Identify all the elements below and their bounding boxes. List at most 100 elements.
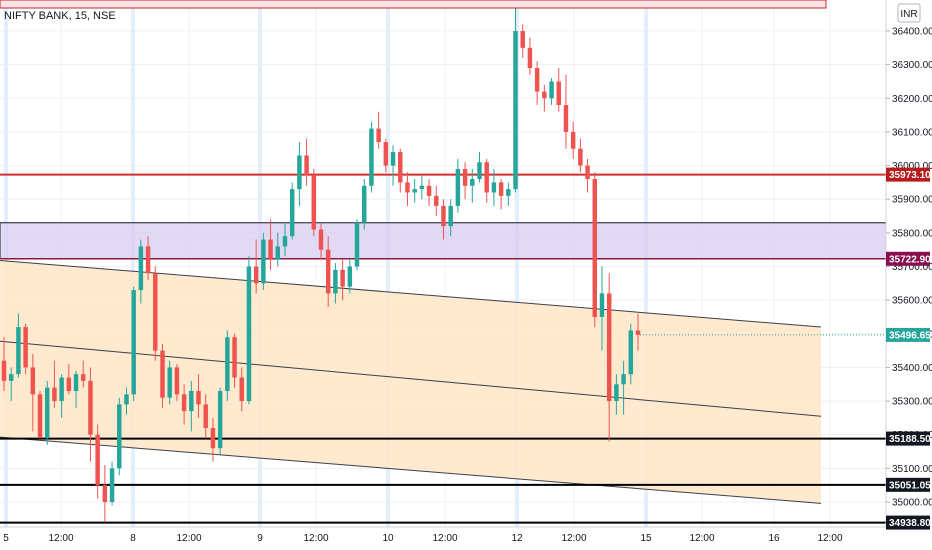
candle-body <box>398 152 403 183</box>
candle-body <box>412 189 417 193</box>
candle-body <box>441 205 446 227</box>
candle-body <box>88 380 93 435</box>
candle-body <box>1 360 7 381</box>
time-tick-label: 12:00 <box>432 533 457 544</box>
candle-body <box>462 168 468 186</box>
candle-body <box>606 293 612 402</box>
candle-body <box>30 367 36 395</box>
candle-body <box>181 394 187 412</box>
candle-body <box>261 239 266 284</box>
currency-label: INR <box>900 9 917 20</box>
price-tick-label: 36400.00 <box>892 27 932 38</box>
candle-body <box>52 387 57 402</box>
price-tick-label: 35300.00 <box>892 397 932 408</box>
price-tick-label: 35700.00 <box>892 262 932 273</box>
candle-body <box>37 394 43 439</box>
time-tick-label: 12:00 <box>48 533 73 544</box>
candle-body <box>376 128 381 143</box>
candle-body <box>361 185 367 223</box>
level-zone_bottom-tag-bg <box>886 251 930 266</box>
candle-body <box>174 367 180 395</box>
candle-body <box>419 185 425 190</box>
channel-line-lower[interactable] <box>0 436 822 504</box>
candle-body <box>217 390 223 449</box>
time-tick-label: 9 <box>257 533 263 544</box>
candle-body <box>102 485 108 502</box>
candle-body <box>628 330 634 375</box>
channel-line-upper[interactable] <box>0 259 822 328</box>
candle-body <box>124 394 129 405</box>
candle-body <box>109 468 115 502</box>
time-tick-label: 12:00 <box>817 533 842 544</box>
last-price-tag: 35496.65 <box>889 330 931 341</box>
price-tick-label: 35400.00 <box>892 363 932 374</box>
candle-body <box>246 266 252 402</box>
level-support-tag-bg <box>886 515 930 530</box>
candle-body <box>81 374 86 381</box>
candle-body <box>570 131 576 149</box>
candle-body <box>484 162 489 193</box>
candle-body <box>282 236 288 247</box>
candle-body <box>585 165 590 180</box>
candle-body <box>297 155 302 190</box>
level-resistance-tag-bg <box>886 167 930 182</box>
channel-fill <box>0 260 821 504</box>
time-axis-bg[interactable] <box>0 527 886 550</box>
candle-body <box>470 179 475 186</box>
candle-body <box>347 266 353 287</box>
candle-body <box>534 68 540 92</box>
candle-body <box>506 189 511 196</box>
candle-body <box>563 105 569 132</box>
last-price-tag-bg <box>886 327 930 342</box>
time-axis: 5 12:00 8 12:00 9 12:00 10 12:00 12 12:00 15 12:00 1… <box>0 526 886 550</box>
price-axis-bg[interactable] <box>886 0 932 550</box>
candle-body <box>268 239 273 260</box>
candle-body <box>318 229 324 250</box>
candle-body <box>253 266 259 284</box>
price-tick-label: 35000.00 <box>892 498 932 509</box>
candle-body <box>448 205 453 227</box>
candle-body <box>426 185 432 196</box>
time-tick-label: 5 <box>3 533 9 544</box>
candle-body <box>160 350 165 398</box>
session-start-band <box>386 0 390 527</box>
candle-body <box>635 330 641 335</box>
session-start-band <box>131 0 135 527</box>
candle-body <box>44 387 50 439</box>
level-resistance-tag: 35973.10 <box>889 170 931 181</box>
candle-body <box>599 293 605 317</box>
candle-body <box>131 290 136 395</box>
price-axis: 36400.00 36300.00 36200.00 36100.00 36000.00… <box>885 0 932 550</box>
time-tick-label: 12:00 <box>303 533 328 544</box>
price-tick-label: 36300.00 <box>892 60 932 71</box>
candle-body <box>189 390 194 412</box>
candle-body <box>8 374 14 381</box>
candle-body <box>405 182 410 193</box>
time-tick-label: 12:00 <box>176 533 201 544</box>
level-support-tag: 35188.50 <box>889 434 931 445</box>
price-tick-label: 36100.00 <box>892 127 932 138</box>
candle-body <box>138 246 144 291</box>
candle-body <box>390 152 396 166</box>
candle-body <box>542 91 547 99</box>
candle-body <box>592 179 598 317</box>
session-start-band <box>515 0 519 527</box>
candle-body <box>491 182 497 193</box>
candle-body <box>513 31 518 190</box>
candle-body <box>66 377 72 391</box>
candle-body <box>196 390 201 405</box>
candle-body <box>455 168 461 206</box>
channel-line-middle[interactable] <box>0 340 822 417</box>
candle-body <box>549 81 554 99</box>
candle-body <box>354 222 360 267</box>
candle-body <box>369 128 374 186</box>
candle-body <box>477 162 482 180</box>
candle-body <box>16 327 21 375</box>
candle-body <box>383 142 389 166</box>
price-tick-label: 35600.00 <box>892 296 932 307</box>
time-tick-label: 8 <box>130 533 136 544</box>
level-zone_bottom-tag: 35722.90 <box>889 254 931 265</box>
currency-box[interactable] <box>897 3 921 23</box>
candle-body <box>311 175 317 230</box>
